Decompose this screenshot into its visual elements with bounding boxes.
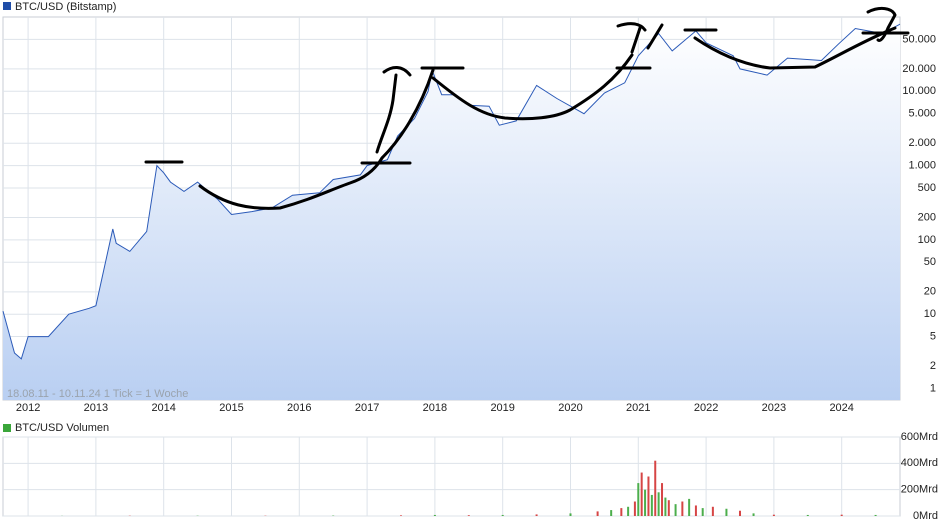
volume-bar: [637, 483, 640, 516]
y-tick-label: 10: [924, 308, 936, 320]
x-tick-label: 2021: [626, 402, 650, 414]
volume-bar: [654, 460, 657, 516]
volume-bar: [627, 506, 630, 516]
volume-bar: [633, 501, 636, 516]
plot-frame: [2, 436, 901, 517]
volume-bar: [664, 497, 667, 516]
x-tick-label: 2016: [287, 402, 311, 414]
y-tick-label: 100: [918, 234, 936, 246]
volume-bar: [667, 500, 670, 516]
y-tick-label: 500: [918, 182, 936, 194]
legend-swatch: [3, 2, 11, 10]
y-tick-label: 600Mrd: [901, 431, 938, 443]
volume-bar: [535, 514, 538, 516]
volume-bar: [674, 504, 677, 516]
chart-title: BTC/USD Volumen: [15, 422, 109, 434]
volume-bar: [681, 501, 684, 516]
volume-bar: [650, 494, 653, 516]
date-range-note: 18.08.11 - 10.11.24 1 Tick = 1 Woche: [7, 388, 188, 400]
volume-bar: [874, 514, 877, 516]
y-tick-label: 2: [930, 360, 936, 372]
y-tick-label: 0Mrd: [913, 510, 938, 522]
price-chart: 2012 2013 2014 2015 2016 2017 2018 2019 2020 2021…: [2, 16, 936, 414]
y-tick-label: 50.000: [902, 33, 936, 45]
x-tick-label: 2018: [423, 402, 447, 414]
chart-title: BTC/USD (Bitstamp): [15, 1, 116, 13]
x-tick-label: 2012: [16, 402, 40, 414]
volume-bar: [596, 511, 599, 516]
volume-bar: [644, 489, 647, 516]
volume-chart: 0Mrd 200Mrd 400Mrd 600Mrd: [2, 431, 938, 522]
x-tick-label: 2024: [829, 402, 853, 414]
volume-bar: [433, 514, 436, 516]
y-tick-label: 2.000: [908, 137, 936, 149]
x-tick-label: 2020: [558, 402, 582, 414]
volume-bar: [661, 483, 664, 516]
volume-bar: [806, 514, 809, 516]
volume-bar: [688, 498, 691, 516]
x-tick-label: 2017: [355, 402, 379, 414]
y-tick-label: 1: [930, 382, 936, 394]
y-tick-label: 20: [924, 286, 936, 298]
y-tick-label: 1.000: [908, 160, 936, 172]
volume-bar: [501, 514, 504, 516]
volume-bar: [752, 513, 755, 516]
y-tick-label: 200Mrd: [901, 484, 938, 496]
volume-bar: [694, 505, 697, 516]
x-tick-label: 2014: [151, 402, 175, 414]
volume-bar: [640, 472, 643, 516]
volume-bar: [701, 508, 704, 516]
y-tick-label: 5.000: [908, 108, 936, 120]
x-tick-label: 2019: [490, 402, 514, 414]
volume-bar: [738, 510, 741, 516]
volume-bar: [620, 508, 623, 516]
volume-bar: [657, 492, 660, 516]
y-tick-label: 10.000: [902, 85, 936, 97]
x-tick-label: 2022: [694, 402, 718, 414]
price-area: [3, 24, 900, 400]
y-tick-label: 5: [930, 330, 936, 342]
volume-bar: [467, 515, 470, 516]
y-tick-label: 400Mrd: [901, 457, 938, 469]
volume-bar: [772, 514, 775, 516]
x-tick-label: 2023: [762, 402, 786, 414]
volume-bar: [711, 506, 714, 516]
x-tick-label: 2015: [219, 402, 243, 414]
volume-bar: [647, 476, 650, 516]
hand-drawn-annotations: [144, 6, 910, 210]
volume-bar: [840, 514, 843, 516]
legend-swatch: [3, 424, 11, 432]
volume-bar: [399, 515, 402, 516]
x-tick-label: 2013: [84, 402, 108, 414]
volume-bar: [610, 510, 613, 516]
y-tick-label: 50: [924, 256, 936, 268]
y-tick-label: 200: [918, 211, 936, 223]
volume-bar: [569, 513, 572, 516]
y-tick-label: 20.000: [902, 63, 936, 75]
volume-bar: [725, 508, 728, 516]
